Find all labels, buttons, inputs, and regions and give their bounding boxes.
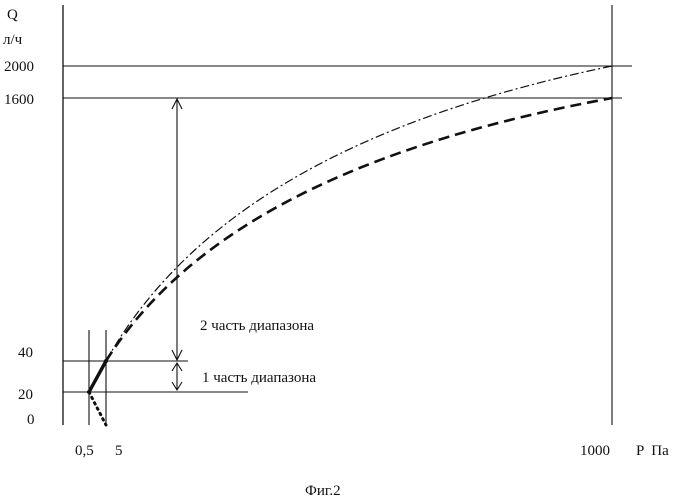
y-tick-label-1600: 1600 [4, 92, 34, 108]
y-tick-label-40: 40 [18, 345, 33, 361]
range1-arrow [172, 363, 182, 390]
x-axis-label: P Па [636, 443, 669, 459]
x-tick-label-1000: 1000 [580, 443, 610, 459]
series-dashed-line [106, 98, 612, 361]
x-tick-label-0-5: 0,5 [75, 443, 94, 459]
series-dash-dot-line [106, 66, 612, 361]
data-point-1 [104, 359, 108, 363]
y-axis-unit: л/ч [3, 32, 23, 48]
series-dotted-line [89, 392, 106, 425]
range1-annotation: 1 часть диапазона [202, 370, 316, 386]
series-layer [87, 66, 612, 425]
data-point-0 [87, 390, 91, 394]
range2-arrow [172, 99, 182, 360]
range2-annotation: 2 часть диапазона [200, 318, 314, 334]
y-tick-label-20: 20 [18, 387, 33, 403]
y-tick-label-2000: 2000 [4, 59, 34, 75]
y-axis-label: Q [7, 7, 18, 23]
series-solid-bold-line [89, 361, 106, 392]
figure-caption: Фиг.2 [305, 483, 341, 499]
x-tick-label-5: 5 [115, 443, 123, 459]
y-tick-label-0: 0 [27, 412, 35, 428]
